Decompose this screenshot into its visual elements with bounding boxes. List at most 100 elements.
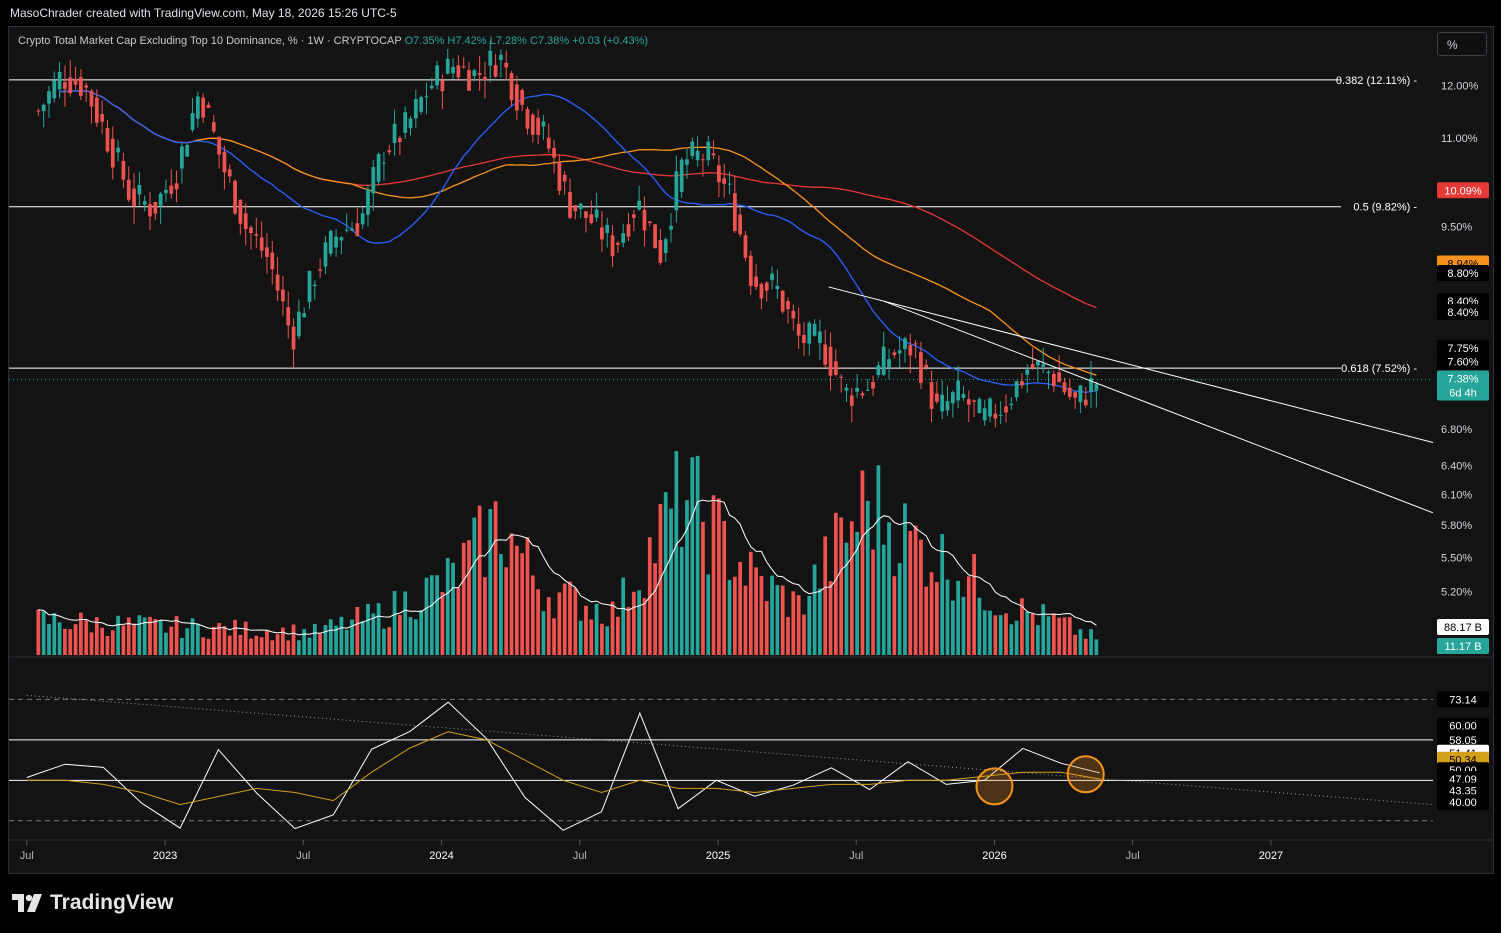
candle-body[interactable] [334, 236, 338, 248]
candle-body[interactable] [153, 201, 158, 214]
candle-body[interactable] [743, 235, 748, 258]
candle-body[interactable] [1089, 378, 1093, 393]
candle-body[interactable] [344, 229, 349, 231]
candle-body[interactable] [1073, 392, 1077, 398]
candle-body[interactable] [812, 323, 817, 336]
candle-body[interactable] [47, 91, 51, 104]
trendline-lower[interactable] [883, 300, 1434, 514]
volume-bar[interactable] [1046, 616, 1051, 655]
candle-body[interactable] [669, 225, 673, 230]
volume-bar[interactable] [935, 582, 939, 655]
volume-bar[interactable] [1041, 604, 1046, 655]
volume-bar[interactable] [1073, 634, 1077, 655]
candle-body[interactable] [754, 276, 758, 287]
candle-body[interactable] [1014, 381, 1019, 398]
volume-bar[interactable] [169, 626, 174, 655]
candle-body[interactable] [1094, 383, 1099, 391]
volume-bar[interactable] [281, 627, 285, 655]
candle-body[interactable] [706, 141, 711, 161]
volume-bar[interactable] [950, 600, 955, 655]
volume-bar[interactable] [116, 615, 120, 655]
candle-body[interactable] [323, 242, 328, 267]
candle-body[interactable] [243, 213, 248, 229]
volume-bar[interactable] [674, 451, 679, 655]
volume-bar[interactable] [339, 616, 344, 655]
candle-body[interactable] [562, 174, 567, 182]
volume-bar[interactable] [382, 628, 386, 655]
candle-body[interactable] [1046, 371, 1051, 374]
volume-bar[interactable] [722, 520, 727, 655]
volume-bar[interactable] [94, 617, 99, 655]
volume-bar[interactable] [525, 537, 530, 655]
candle-body[interactable] [647, 221, 652, 224]
candle-body[interactable] [940, 394, 945, 412]
volume-bar[interactable] [227, 635, 232, 655]
volume-bar[interactable] [562, 583, 567, 655]
candle-body[interactable] [68, 77, 73, 94]
volume-bar[interactable] [291, 624, 296, 655]
volume-bar[interactable] [828, 581, 833, 655]
candle-body[interactable] [328, 230, 333, 254]
volume-bar[interactable] [807, 595, 812, 655]
candle-body[interactable] [903, 338, 907, 350]
volume-bar[interactable] [1083, 638, 1088, 655]
rsi-line[interactable] [26, 701, 1100, 831]
volume-bar[interactable] [685, 500, 689, 655]
volume-bar[interactable] [717, 498, 721, 655]
volume-bar[interactable] [153, 619, 158, 655]
volume-bar[interactable] [435, 575, 439, 655]
volume-bar[interactable] [180, 637, 184, 655]
volume-bar[interactable] [663, 492, 668, 655]
candle-body[interactable] [164, 189, 168, 194]
volume-bar[interactable] [355, 606, 360, 655]
candle-body[interactable] [913, 343, 918, 345]
volume-bar[interactable] [509, 533, 514, 655]
candle-body[interactable] [318, 269, 322, 271]
volume-bar[interactable] [142, 617, 147, 655]
candle-body[interactable] [445, 58, 450, 74]
candle-body[interactable] [174, 183, 179, 190]
candle-body[interactable] [41, 104, 46, 112]
volume-bar[interactable] [711, 495, 716, 655]
moving-average-line[interactable] [59, 90, 1097, 376]
volume-bar[interactable] [408, 617, 413, 655]
candle-body[interactable] [722, 178, 727, 184]
candle-body[interactable] [796, 323, 801, 336]
candle-body[interactable] [398, 138, 402, 143]
volume-bar[interactable] [164, 632, 168, 655]
candle-body[interactable] [456, 65, 461, 78]
candle-body[interactable] [472, 70, 477, 77]
volume-bar[interactable] [344, 629, 349, 655]
candle-body[interactable] [509, 73, 514, 101]
candle-body[interactable] [732, 193, 737, 231]
candle-body[interactable] [791, 310, 796, 319]
volume-bar[interactable] [217, 623, 221, 655]
volume-bar[interactable] [456, 587, 461, 655]
candle-body[interactable] [748, 255, 753, 286]
candle-body[interactable] [855, 387, 859, 392]
candle-body[interactable] [483, 76, 487, 81]
candle-body[interactable] [786, 300, 790, 310]
candle-body[interactable] [419, 97, 424, 112]
candle-body[interactable] [663, 239, 668, 254]
candle-body[interactable] [1009, 403, 1014, 406]
volume-ma-line[interactable] [38, 499, 1097, 636]
volume-bar[interactable] [110, 630, 115, 655]
candle-body[interactable] [424, 96, 429, 98]
candle-body[interactable] [530, 114, 535, 135]
candle-body[interactable] [57, 71, 62, 90]
volume-bar[interactable] [387, 627, 392, 655]
volume-bar[interactable] [988, 610, 992, 655]
candle-body[interactable] [998, 414, 1003, 416]
candle-body[interactable] [557, 161, 562, 191]
candle-body[interactable] [695, 150, 700, 161]
volume-bar[interactable] [786, 616, 790, 655]
candle-body[interactable] [584, 211, 588, 219]
volume-bar[interactable] [1051, 613, 1056, 655]
candle-body[interactable] [717, 165, 721, 183]
volume-bar[interactable] [477, 505, 482, 655]
volume-bar[interactable] [982, 610, 987, 655]
volume-bar[interactable] [195, 624, 200, 655]
candle-body[interactable] [674, 171, 679, 211]
candle-body[interactable] [897, 350, 902, 354]
